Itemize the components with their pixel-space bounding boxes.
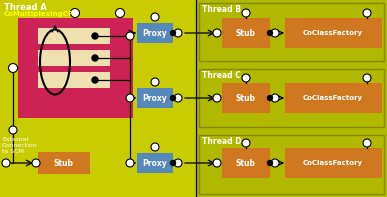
Circle shape <box>242 9 250 17</box>
Circle shape <box>363 139 371 147</box>
Text: Thread B: Thread B <box>202 5 241 14</box>
Bar <box>199 69 384 127</box>
Circle shape <box>171 31 175 35</box>
Circle shape <box>363 9 371 17</box>
Text: CoMultiplexingCF: CoMultiplexingCF <box>4 11 74 17</box>
Circle shape <box>92 55 98 61</box>
Circle shape <box>32 159 40 167</box>
Bar <box>285 148 382 178</box>
Text: Stub: Stub <box>236 159 256 167</box>
Bar <box>222 148 270 178</box>
Circle shape <box>151 13 159 21</box>
Circle shape <box>267 31 272 35</box>
Circle shape <box>92 33 98 39</box>
Circle shape <box>126 159 134 167</box>
Text: Proxy: Proxy <box>143 159 167 167</box>
Bar <box>222 18 270 48</box>
Bar <box>285 18 382 48</box>
Text: Proxy: Proxy <box>143 29 167 37</box>
Circle shape <box>174 159 182 167</box>
Circle shape <box>242 139 250 147</box>
Bar <box>199 135 384 194</box>
Circle shape <box>174 94 182 102</box>
Text: Stub: Stub <box>236 94 256 102</box>
Bar <box>137 88 173 108</box>
Circle shape <box>213 29 221 37</box>
Text: CoClassFactory: CoClassFactory <box>303 95 363 101</box>
Circle shape <box>174 29 182 37</box>
Text: Proxy: Proxy <box>143 94 167 102</box>
Bar <box>199 3 384 61</box>
Circle shape <box>9 126 17 134</box>
Bar <box>196 0 387 197</box>
Text: Thread D: Thread D <box>202 137 241 146</box>
Text: Thread A: Thread A <box>4 3 47 12</box>
Circle shape <box>271 94 279 102</box>
Text: Stub: Stub <box>236 29 256 37</box>
Circle shape <box>213 94 221 102</box>
Circle shape <box>92 77 98 83</box>
Circle shape <box>271 159 279 167</box>
Text: Stub: Stub <box>54 159 74 167</box>
Text: Thread C: Thread C <box>202 71 241 80</box>
Bar <box>38 72 110 88</box>
Text: CoClassFactory: CoClassFactory <box>303 30 363 36</box>
Bar <box>38 152 90 174</box>
Circle shape <box>213 159 221 167</box>
Bar <box>38 50 110 66</box>
Circle shape <box>115 8 125 18</box>
Circle shape <box>242 74 250 82</box>
Circle shape <box>9 63 17 72</box>
Bar <box>18 18 133 118</box>
Circle shape <box>151 143 159 151</box>
Circle shape <box>267 96 272 100</box>
Circle shape <box>171 96 175 100</box>
Bar <box>222 83 270 113</box>
Bar <box>285 83 382 113</box>
Bar <box>137 153 173 173</box>
Circle shape <box>70 8 79 18</box>
Bar <box>38 28 110 44</box>
Circle shape <box>126 32 134 40</box>
Circle shape <box>126 94 134 102</box>
Circle shape <box>2 159 10 167</box>
Bar <box>137 23 173 43</box>
Text: CoClassFactory: CoClassFactory <box>303 160 363 166</box>
Circle shape <box>267 161 272 165</box>
Circle shape <box>171 161 175 165</box>
Circle shape <box>271 29 279 37</box>
Circle shape <box>151 78 159 86</box>
Circle shape <box>363 74 371 82</box>
Text: External
Connection
to SCM: External Connection to SCM <box>2 137 38 154</box>
